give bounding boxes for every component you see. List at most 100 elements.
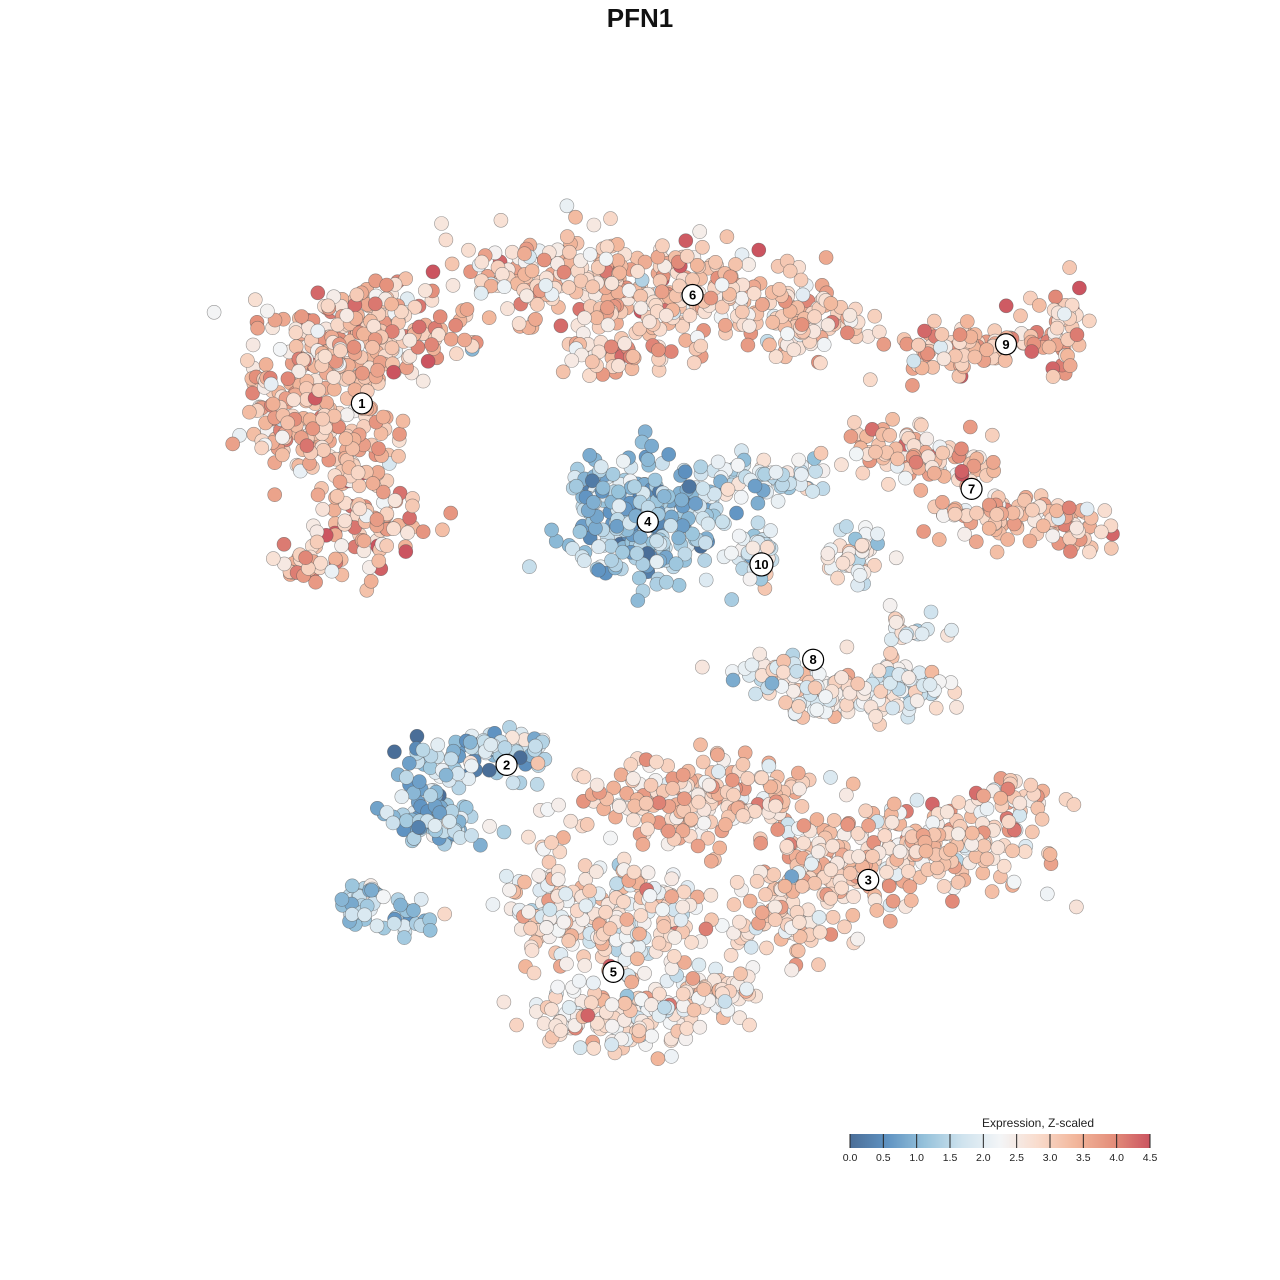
cell-point [734,290,750,306]
cell-point [583,995,599,1011]
legend-tick-label: 0.0 [843,1152,858,1164]
cell-point [840,325,855,341]
cell-point [369,918,385,934]
cell-point [538,278,554,293]
cell-point [308,574,323,590]
cell-point [341,370,357,385]
cell-point [240,353,255,368]
cluster-label-marker [602,960,625,983]
cell-point [742,893,758,909]
cluster-labels-layer: 1 2 3 4 5 6 7 8 9 10 [350,283,1018,983]
cell-point [444,256,460,272]
cell-point [675,899,691,915]
cell-point [952,327,968,343]
cell-point [712,840,728,856]
cell-point [679,248,695,264]
cluster-label-5: 5 [602,960,625,983]
cell-point [695,240,710,255]
cell-point [371,441,386,456]
cluster-label-text: 7 [968,481,975,496]
cell-point [400,525,415,541]
cell-point [845,776,861,792]
cell-point [586,494,601,510]
cell-point [741,257,756,272]
cell-point [288,339,304,354]
cell-point [729,874,745,890]
cell-point [870,526,885,542]
cell-point [265,396,281,412]
cell-point [526,965,542,981]
cluster-label-marker [636,510,659,533]
cell-point [396,930,412,945]
cell-point [812,924,828,940]
legend-colorbar [850,1134,1150,1148]
cell-point [474,254,490,270]
cell-point [975,865,991,881]
cell-point [640,821,655,837]
cell-point [909,792,925,808]
cell-point [657,1000,672,1015]
cell-point [481,762,497,778]
cell-point [784,962,800,978]
cell-point [375,484,391,500]
cell-point [367,296,383,312]
cell-point [1013,308,1028,324]
cell-point [711,764,726,779]
cell-point [922,677,938,692]
cell-point [1094,524,1109,540]
cell-point [1036,518,1051,534]
cell-point [834,457,849,473]
cell-point [919,431,935,447]
legend-tick-label: 4.0 [1109,1152,1124,1164]
cell-point [882,427,898,443]
cell-point [967,349,983,365]
cell-point [431,327,446,342]
cell-point [591,562,606,578]
cell-point [651,795,667,811]
cell-point [1062,358,1078,373]
cell-point [559,956,574,972]
cluster-label-7: 7 [960,477,983,500]
cell-point [989,507,1005,522]
cell-point [391,448,406,464]
cell-point [692,1019,708,1035]
cell-point [816,337,832,352]
cell-point [685,526,700,542]
cell-point [869,903,885,918]
cell-point [299,438,315,454]
cell-point [619,912,635,927]
cell-point [248,292,263,308]
cell-point [1017,844,1033,859]
cell-point [717,994,733,1009]
cell-point [386,916,402,931]
cell-point [394,304,409,320]
cell-point [375,409,391,425]
cell-point [528,311,543,327]
cell-point [603,830,618,846]
cell-point [344,907,360,922]
cell-point [693,338,709,354]
cell-point [432,805,448,821]
cell-point [658,308,674,323]
cell-point [741,318,757,334]
cell-point [796,835,811,851]
cell-point [365,340,380,355]
cell-point [945,893,960,909]
cell-point [265,551,281,566]
cell-point [571,973,587,989]
cell-point [464,828,479,843]
cell-point [697,553,713,568]
cell-point [882,675,898,691]
cell-point [630,593,646,608]
cell-point [603,211,618,226]
cell-point [333,343,348,359]
cell-point [1023,777,1039,793]
cell-point [586,217,602,233]
cell-point [805,484,820,499]
cell-point [849,446,864,462]
cell-point [644,1028,659,1044]
cell-point [739,981,755,997]
cluster-label-marker [350,392,373,415]
cell-point [993,790,1009,806]
cell-point [376,889,391,905]
